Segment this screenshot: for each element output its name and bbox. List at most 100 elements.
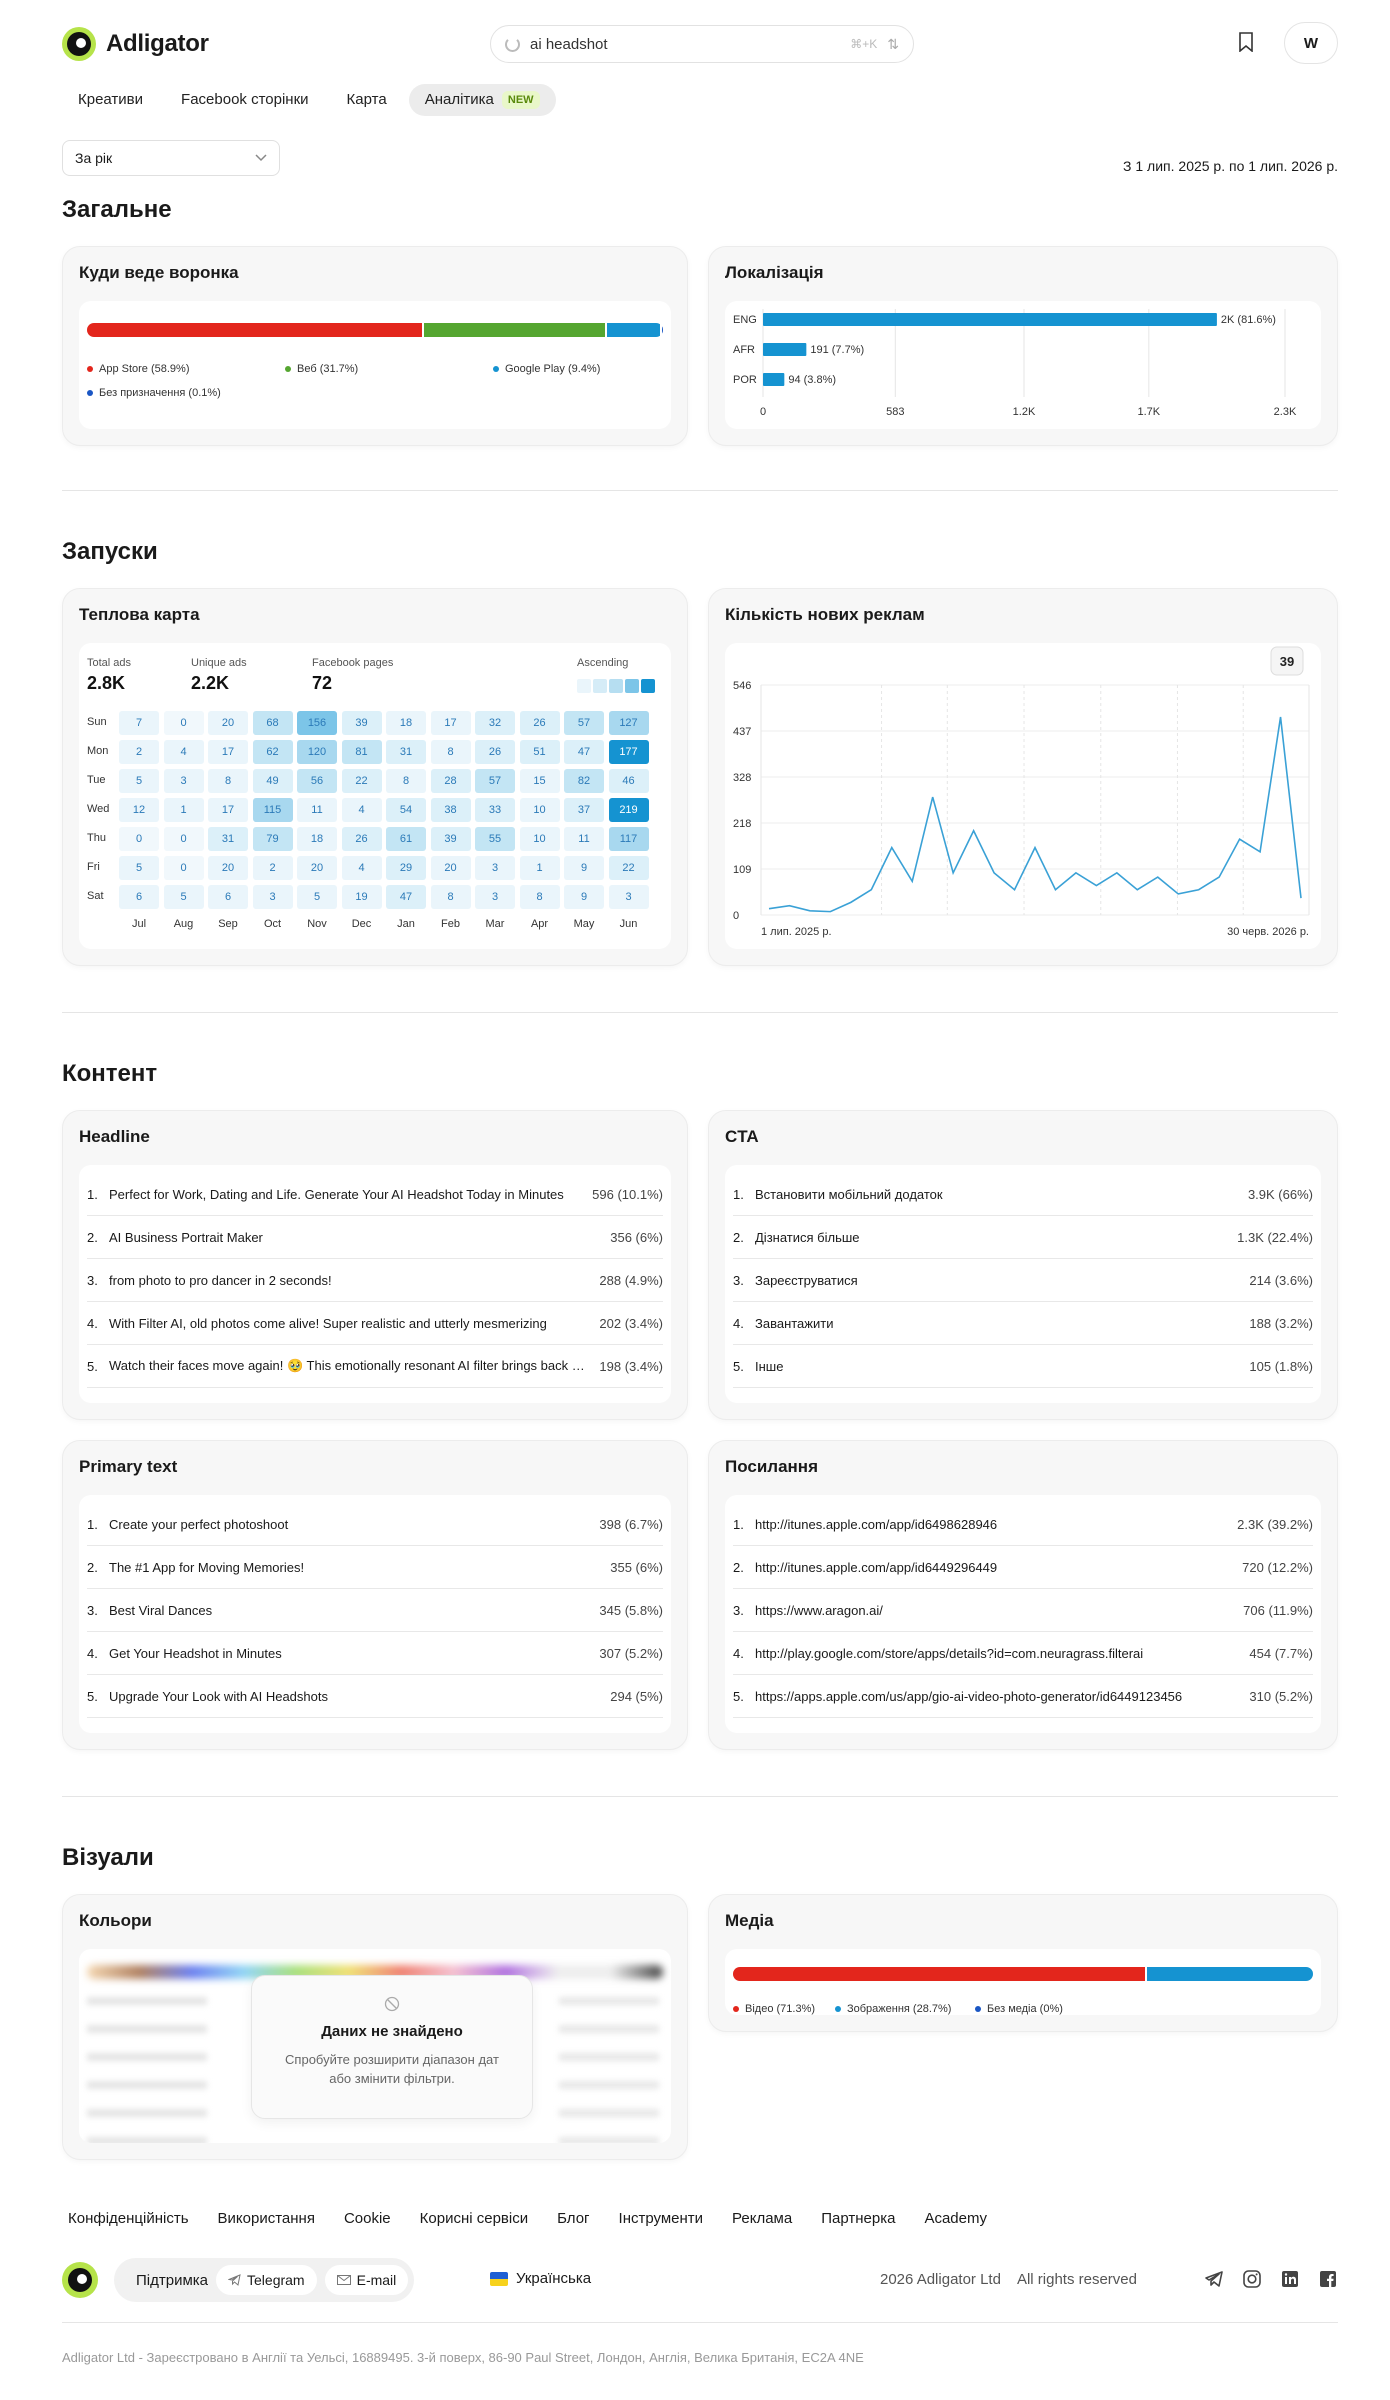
telegram-icon[interactable] — [1204, 2269, 1224, 2289]
heatmap-cell[interactable]: 82 — [564, 769, 604, 793]
heatmap-cell[interactable]: 17 — [208, 798, 248, 822]
heatmap-cell[interactable]: 8 — [430, 740, 471, 764]
heatmap-cell[interactable]: 55 — [475, 827, 515, 851]
heatmap-cell[interactable]: 3 — [163, 769, 204, 793]
list-item[interactable]: 2. AI Business Portrait Maker 356 (6%) — [87, 1216, 663, 1259]
heatmap-cell[interactable]: 9 — [564, 856, 604, 880]
list-item[interactable]: 5. Upgrade Your Look with AI Headshots 294… — [87, 1675, 663, 1718]
heatmap-cell[interactable]: 20 — [208, 711, 248, 735]
list-item[interactable]: 1. Create your perfect photoshoot 398 (6.7… — [87, 1503, 663, 1546]
tab-analytics[interactable]: Аналітика NEW — [408, 84, 556, 116]
heatmap-cell[interactable]: 18 — [386, 711, 426, 735]
heatmap-cell[interactable]: 32 — [475, 711, 515, 735]
heatmap-cell[interactable]: 31 — [386, 740, 426, 764]
tab-facebook-pages[interactable]: Facebook сторінки — [181, 91, 309, 108]
localization-bar[interactable] — [763, 373, 785, 386]
heatmap-cell[interactable]: 28 — [430, 769, 471, 793]
bookmark-icon[interactable] — [1238, 32, 1254, 52]
footer-link[interactable]: Використання — [217, 2210, 315, 2227]
list-item[interactable]: 4. http://play.google.com/store/apps/deta… — [733, 1632, 1313, 1675]
heatmap-cell[interactable]: 31 — [208, 827, 248, 851]
heatmap-cell[interactable]: 81 — [341, 740, 382, 764]
heatmap-cell[interactable]: 33 — [475, 798, 515, 822]
heatmap-cell[interactable]: 6 — [208, 885, 248, 909]
footer-link[interactable]: Реклама — [732, 2210, 793, 2227]
heatmap-cell[interactable]: 219 — [608, 798, 649, 822]
logo[interactable]: Adligator — [62, 27, 209, 61]
footer-link[interactable]: Блог — [557, 2210, 590, 2227]
list-item[interactable]: 3. from photo to pro dancer in 2 seconds!… — [87, 1259, 663, 1302]
heatmap-cell[interactable]: 0 — [163, 856, 204, 880]
heatmap-cell[interactable]: 4 — [163, 740, 204, 764]
heatmap-cell[interactable]: 11 — [297, 798, 337, 822]
heatmap-cell[interactable]: 15 — [519, 769, 560, 793]
tab-map[interactable]: Карта — [346, 91, 387, 108]
list-item[interactable]: 2. The #1 App for Moving Memories! 355 (6%… — [87, 1546, 663, 1589]
list-item[interactable]: 5. https://apps.apple.com/us/app/gio-ai-v… — [733, 1675, 1313, 1718]
heatmap-cell[interactable]: 17 — [430, 711, 471, 735]
heatmap-cell[interactable]: 120 — [297, 740, 337, 764]
heatmap-cell[interactable]: 26 — [519, 711, 560, 735]
heatmap-cell[interactable]: 22 — [341, 769, 382, 793]
heatmap-cell[interactable]: 1 — [519, 856, 560, 880]
heatmap-cell[interactable]: 8 — [208, 769, 248, 793]
heatmap-cell[interactable]: 20 — [208, 856, 248, 880]
new-ads-line-chart[interactable]: 546 437 328 218 109 0 1 лип. 2025 р. 30 черв. 2… — [725, 643, 1321, 951]
search-bar[interactable]: ai headshot ⌘+K ⇅ — [490, 25, 914, 63]
heatmap-cell[interactable]: 17 — [208, 740, 248, 764]
tab-creatives[interactable]: Креативи — [78, 91, 144, 108]
list-item[interactable]: 3. Best Viral Dances 345 (5.8%) — [87, 1589, 663, 1632]
avatar[interactable]: W — [1284, 22, 1338, 64]
heatmap-cell[interactable]: 3 — [475, 885, 515, 909]
heatmap-cell[interactable]: 18 — [297, 827, 337, 851]
heatmap-cell[interactable]: 12 — [119, 798, 159, 822]
heatmap-cell[interactable]: 39 — [430, 827, 471, 851]
filter-icon[interactable]: ⇅ — [887, 35, 899, 52]
footer-link[interactable]: Academy — [924, 2210, 987, 2227]
heatmap-cell[interactable]: 5 — [119, 856, 159, 880]
heatmap-cell[interactable]: 6 — [119, 885, 159, 909]
heatmap-cell[interactable]: 38 — [430, 798, 471, 822]
heatmap-cell[interactable]: 68 — [252, 711, 293, 735]
heatmap-cell[interactable]: 9 — [564, 885, 604, 909]
footer-link[interactable]: Партнерка — [821, 2210, 896, 2227]
heatmap-cell[interactable]: 3 — [475, 856, 515, 880]
heatmap-cell[interactable]: 127 — [608, 711, 649, 735]
heatmap-cell[interactable]: 8 — [430, 885, 471, 909]
list-item[interactable]: 3. https://www.aragon.ai/706 (11.9%) — [733, 1589, 1313, 1632]
heatmap-cell[interactable]: 26 — [475, 740, 515, 764]
heatmap-cell[interactable]: 49 — [252, 769, 293, 793]
heatmap-cell[interactable]: 0 — [119, 827, 159, 851]
heatmap-cell[interactable]: 10 — [519, 798, 560, 822]
localization-bar[interactable] — [763, 343, 807, 356]
list-item[interactable]: 1. Встановити мобільний додаток 3.9K (66%) — [733, 1173, 1313, 1216]
heatmap-cell[interactable]: 10 — [519, 827, 560, 851]
heatmap-cell[interactable]: 3 — [252, 885, 293, 909]
heatmap-cell[interactable]: 61 — [386, 827, 426, 851]
list-item[interactable]: 2. http://itunes.apple.com/app/id64492964… — [733, 1546, 1313, 1589]
heatmap-cell[interactable]: 7 — [119, 711, 159, 735]
footer-link[interactable]: Корисні сервіси — [419, 2210, 529, 2227]
list-item[interactable]: 5. Watch their faces move again! 🥹 This e… — [87, 1345, 663, 1388]
heatmap-cell[interactable]: 8 — [519, 885, 560, 909]
localization-bar[interactable] — [763, 313, 1217, 326]
heatmap-cell[interactable]: 5 — [119, 769, 159, 793]
list-item[interactable]: 4. Завантажити 188 (3.2%) — [733, 1302, 1313, 1345]
list-item[interactable]: 2. Дізнатися більше 1.3K (22.4%) — [733, 1216, 1313, 1259]
heatmap-cell[interactable]: 47 — [564, 740, 604, 764]
heatmap-cell[interactable]: 2 — [252, 856, 293, 880]
list-item[interactable]: 5. Інше 105 (1.8%) — [733, 1345, 1313, 1388]
heatmap-cell[interactable]: 20 — [430, 856, 471, 880]
heatmap-cell[interactable]: 46 — [608, 769, 649, 793]
list-item[interactable]: 1. Perfect for Work, Dating and Life. Gen… — [87, 1173, 663, 1216]
heatmap-cell[interactable]: 115 — [252, 798, 293, 822]
heatmap-cell[interactable]: 62 — [252, 740, 293, 764]
heatmap-cell[interactable]: 5 — [163, 885, 204, 909]
heatmap-cell[interactable]: 19 — [341, 885, 382, 909]
heatmap-cell[interactable]: 177 — [608, 740, 649, 764]
instagram-icon[interactable] — [1242, 2269, 1262, 2289]
list-item[interactable]: 3. Зареєструватися 214 (3.6%) — [733, 1259, 1313, 1302]
heatmap-cell[interactable]: 0 — [163, 827, 204, 851]
heatmap-cell[interactable]: 0 — [163, 711, 204, 735]
heatmap-cell[interactable]: 39 — [341, 711, 382, 735]
